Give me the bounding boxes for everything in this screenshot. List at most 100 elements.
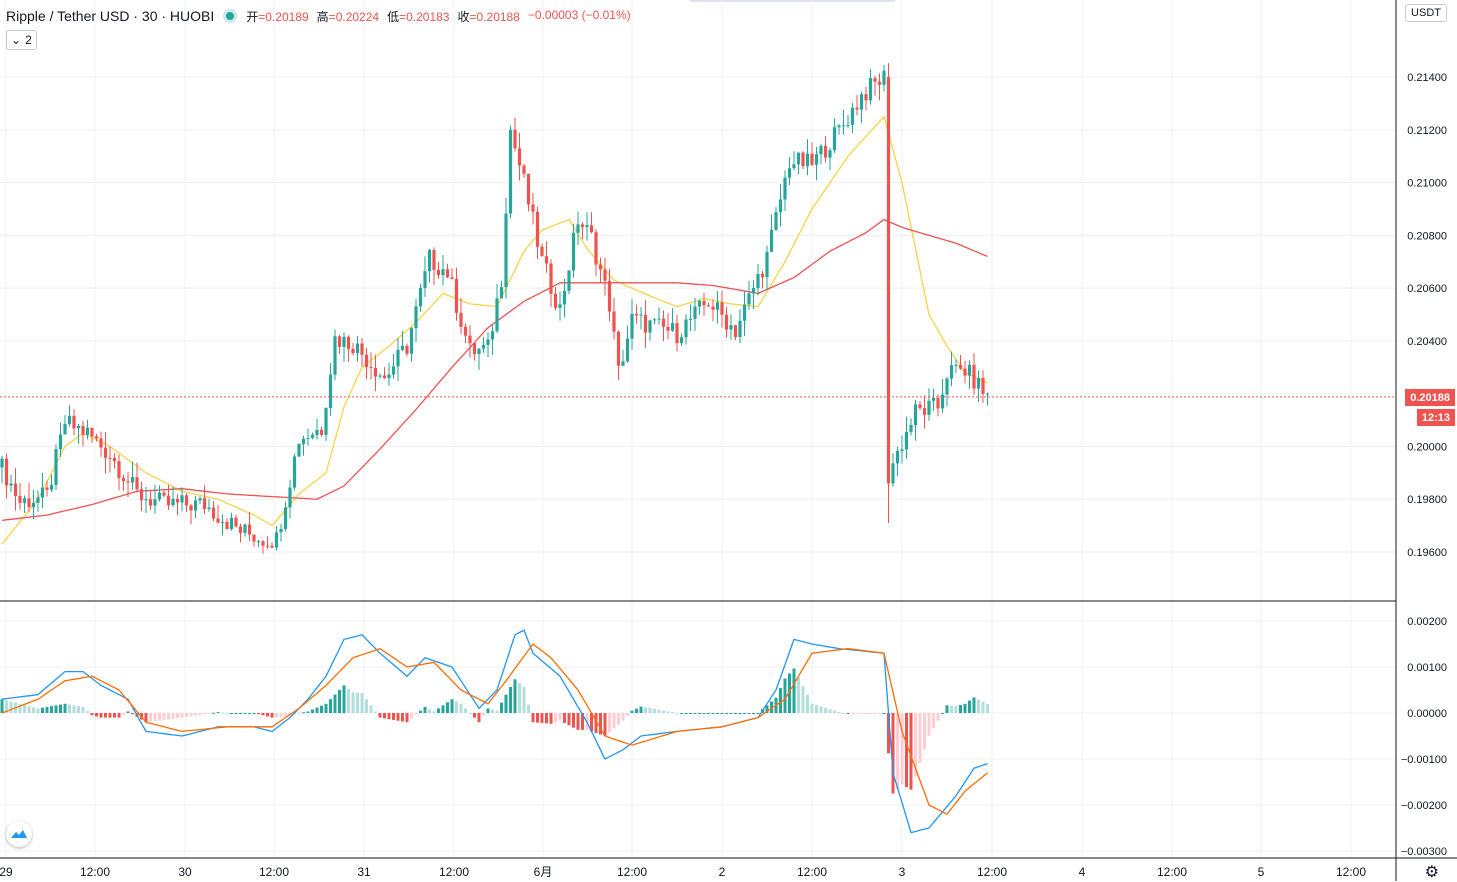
histogram-bar [176,713,179,719]
histogram-bar [824,707,827,713]
close-value: 收=0.20188 [457,9,520,24]
indicators-collapse-button[interactable]: ⌄ 2 [6,30,37,50]
histogram-bar [374,711,377,713]
histogram-bar [756,713,760,714]
x-tick-label: 31 [357,865,371,879]
candle-body [337,336,342,347]
histogram-bar [626,713,629,716]
histogram-bar [149,713,152,722]
histogram-bar [203,713,206,715]
tradingview-logo[interactable] [6,821,32,847]
histogram-bar [194,713,197,716]
candle-body [553,293,558,308]
histogram-bar [473,713,476,718]
histogram-bar [878,713,881,714]
histogram-bar [234,713,238,714]
candle-body [4,458,9,486]
histogram-bar [347,688,350,713]
currency-badge[interactable]: USDT [1405,4,1447,22]
histogram-bar [279,713,283,717]
histogram-bar [482,713,485,716]
histogram-bar [941,713,944,714]
candle-body [711,306,715,310]
histogram-bar [977,699,980,713]
candle-body [409,328,414,354]
histogram-bar [648,708,652,713]
histogram-bar [869,713,872,714]
candle-body [805,153,810,167]
candle-body [558,304,562,308]
histogram-bar [657,709,661,713]
histogram-bar [702,713,706,714]
candle-body [666,326,670,331]
histogram-bar [491,709,494,713]
candle-body [859,94,864,110]
histogram-bar [819,706,823,713]
candle-body [45,487,49,490]
y-tick-label: −0.00300 [1401,846,1447,858]
histogram-bar [432,711,436,713]
candle-body [697,300,702,307]
candle-body [319,429,324,435]
countdown-tag: 12:13 [1416,409,1455,426]
candle-body [58,434,63,450]
histogram-bar [711,713,715,714]
candle-body [765,251,769,278]
histogram-bar [954,706,958,713]
candle-body [261,541,265,546]
candle-body [747,293,751,305]
histogram-bar [419,710,422,713]
histogram-bar [747,713,751,714]
histogram-bar [666,711,670,713]
candle-body [693,306,697,319]
histogram-bar [567,713,571,726]
gear-icon[interactable]: ⚙ [1424,864,1439,881]
histogram-bar [792,668,796,713]
candle-body [900,449,904,451]
candle-body [234,517,238,527]
candle-body [175,498,180,503]
y-tick-label: −0.00200 [1401,800,1447,812]
histogram-bar [963,703,967,713]
histogram-bar [108,713,112,718]
y-tick-label: 0.21200 [1407,125,1447,137]
candle-body [594,232,598,265]
histogram-bar [486,708,490,713]
candle-body [153,499,157,506]
histogram-bar [833,710,836,713]
candle-body [837,125,841,128]
candle-body [702,300,706,306]
candle-body [904,431,909,450]
candle-body [288,487,292,508]
histogram-bar [522,686,526,713]
macd-line [1,629,988,834]
symbol-title[interactable]: Ripple / Tether USD · 30 · HUOBI [6,8,215,24]
candle-body [297,443,301,457]
candle-body [679,337,684,344]
histogram-bar [788,673,791,713]
candle-body [972,364,976,389]
ma-slow-line [1,218,988,521]
histogram-bar [23,704,26,713]
y-tick-label: 0.21000 [1407,178,1447,190]
histogram-bar [945,705,949,713]
chart-legend: Ripple / Tether USD · 30 · HUOBI 开=0.201… [6,6,631,26]
candle-body [216,518,220,523]
histogram-bar [716,713,719,714]
histogram-bar [333,694,337,713]
histogram-bar [986,703,989,713]
candle-body [468,335,472,344]
histogram-bar [360,693,364,713]
candle-body [459,312,463,327]
candle-body [598,264,603,270]
histogram-bar [842,712,845,714]
y-tick-label: 0.20800 [1407,230,1447,242]
candle-body [432,250,436,270]
candle-body [918,404,922,409]
histogram-bar [581,713,584,730]
candle-body [661,318,666,327]
candle-body [508,129,513,214]
ma-fast-line [1,115,988,545]
histogram-bar [36,708,40,713]
